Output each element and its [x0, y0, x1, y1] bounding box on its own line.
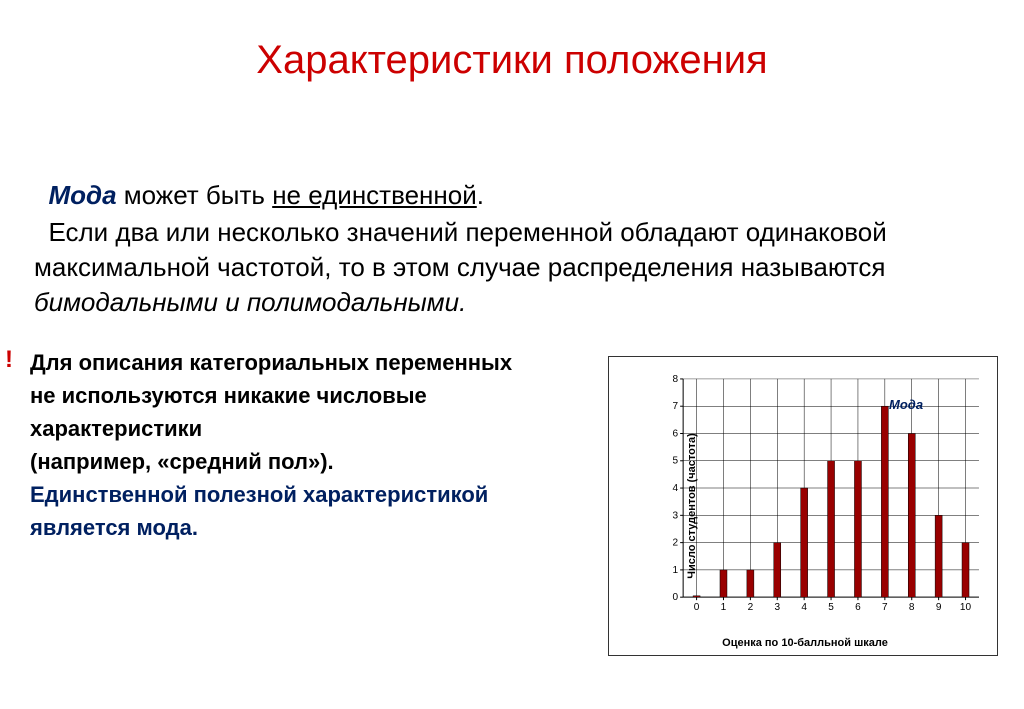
chart-container: Число студентов (частота) 01234567801234…	[608, 356, 998, 656]
svg-text:3: 3	[774, 602, 780, 613]
para2-pre: Если два или несколько значений переменн…	[34, 217, 887, 282]
svg-text:2: 2	[673, 538, 679, 549]
body-mid: Для описания категориальных переменных н…	[30, 346, 600, 544]
svg-text:0: 0	[694, 602, 700, 613]
svg-text:4: 4	[673, 483, 679, 494]
mid-l1: Для описания категориальных переменных	[30, 346, 600, 379]
para1-end: .	[477, 180, 484, 210]
para2-ital: бимодальными и полимодальными.	[34, 287, 466, 317]
chart-svg: 0 1 2 3 4 5 6 7 8 0 1 2 3 4 5 6 7 8 9 10	[661, 371, 983, 619]
svg-text:6: 6	[673, 429, 679, 440]
svg-text:5: 5	[828, 602, 834, 613]
svg-text:0: 0	[673, 592, 679, 603]
mid-l3: характеристики	[30, 412, 600, 445]
svg-text:10: 10	[960, 602, 972, 613]
para1-underline: не единственной	[272, 180, 477, 210]
slide-title-text: Характеристики положения	[256, 38, 767, 82]
para-1: Мода может быть не единственной.	[34, 178, 994, 213]
svg-text:6: 6	[855, 602, 861, 613]
svg-text:7: 7	[673, 401, 679, 412]
svg-text:8: 8	[673, 374, 679, 385]
svg-text:2: 2	[748, 602, 754, 613]
mid-l4: (например, «средний пол»).	[30, 445, 600, 478]
chart-plot: 0 1 2 3 4 5 6 7 8 0 1 2 3 4 5 6 7 8 9 10 Мода	[661, 371, 983, 619]
para1-mid: может быть	[117, 180, 273, 210]
chart-annotation: Мода	[889, 397, 923, 412]
exclamation-mark: !	[5, 346, 13, 374]
chart-inner: Число студентов (частота) 01234567801234…	[621, 365, 989, 647]
mid-l6: является мода.	[30, 511, 600, 544]
svg-text:5: 5	[673, 456, 679, 467]
mid-l2: не используются никакие числовые	[30, 379, 600, 412]
mid-l5: Единственной полезной характеристикой	[30, 478, 600, 511]
svg-text:7: 7	[882, 602, 888, 613]
svg-text:4: 4	[801, 602, 807, 613]
slide: { "title": "Характеристики положения", "…	[0, 0, 1024, 709]
svg-text:3: 3	[673, 510, 679, 521]
para-2: Если два или несколько значений переменн…	[34, 215, 994, 320]
svg-text:9: 9	[936, 602, 942, 613]
chart-xlabel: Оценка по 10-балльной шкале	[621, 637, 989, 649]
svg-text:8: 8	[909, 602, 915, 613]
svg-text:1: 1	[673, 565, 679, 576]
body-paragraphs: Мода может быть не единственной. Если дв…	[34, 178, 994, 320]
term-moda: Мода	[48, 180, 116, 210]
slide-title: Характеристики положения	[0, 38, 1024, 83]
svg-text:1: 1	[721, 602, 727, 613]
